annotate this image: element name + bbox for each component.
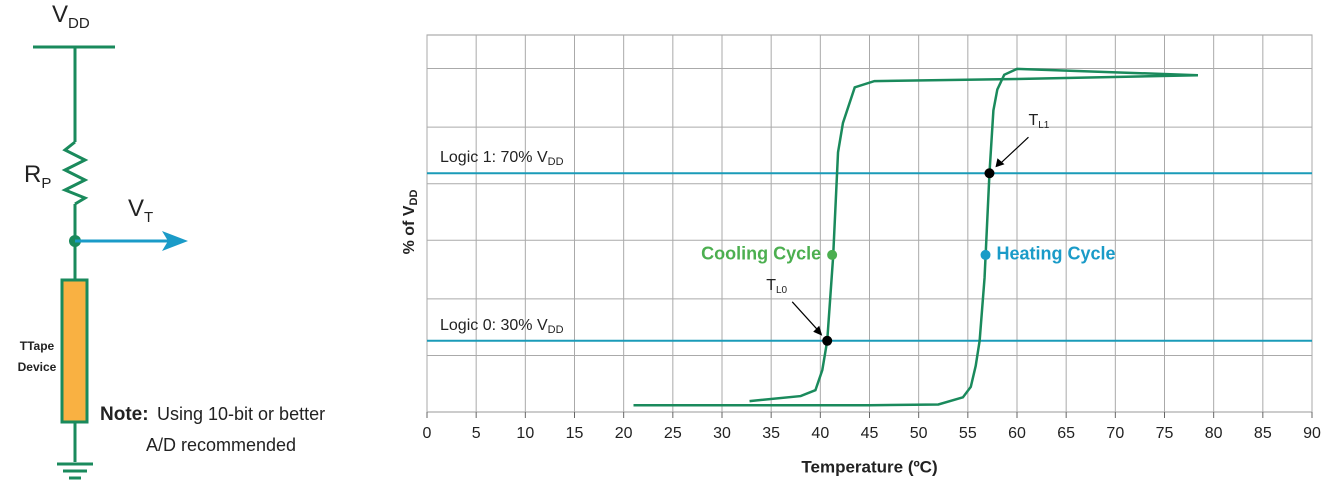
text: T (1028, 112, 1038, 129)
x-tick-label: 35 (762, 425, 780, 442)
label: Logic 1: 70% VDD (440, 149, 564, 168)
subscript: DD (408, 190, 420, 206)
device-label: Device (18, 360, 57, 374)
leader (997, 136, 1029, 167)
x-tick-label: 90 (1303, 425, 1321, 442)
subscript: DD (68, 15, 90, 32)
subscript: T (144, 209, 153, 226)
x-tick-label: 40 (811, 425, 829, 442)
text: V (52, 1, 68, 28)
x-tick-label: 50 (910, 425, 928, 442)
x-tick-label: 85 (1254, 425, 1272, 442)
circuit (33, 45, 115, 480)
label: TL0 (766, 277, 787, 295)
line (633, 67, 1198, 407)
cycle-label: Heating Cycle (997, 244, 1116, 264)
x-tick-label: 45 (861, 425, 879, 442)
device (60, 278, 89, 424)
text: Logic 0: 30% V (440, 317, 548, 334)
note-text: Using 10-bit or better (157, 404, 325, 424)
label-dot (980, 249, 991, 260)
output-label: VT (128, 195, 153, 226)
leader-head (813, 325, 823, 336)
x-tick-label: 25 (664, 425, 682, 442)
x-tick-label: 15 (566, 425, 584, 442)
note-label: Note: (100, 404, 149, 425)
x-tick-label: 30 (713, 425, 731, 442)
subscript: L1 (1038, 120, 1050, 131)
x-tick-label: 60 (1008, 425, 1026, 442)
subscript: DD (548, 156, 564, 168)
x-tick-label: 70 (1106, 425, 1124, 442)
resistor-label: RP (24, 161, 51, 192)
x-tick-label: 55 (959, 425, 977, 442)
leader-head (995, 158, 1005, 168)
arrow-head (162, 231, 188, 251)
label: Logic 0: 30% VDD (440, 317, 564, 336)
text: % of V (401, 205, 418, 254)
line (749, 73, 1198, 403)
x-tick-label: 65 (1057, 425, 1075, 442)
x-tick-label: 80 (1205, 425, 1223, 442)
label: TL1 (1028, 112, 1049, 130)
point (822, 335, 833, 346)
supply-label: VDD (52, 1, 90, 32)
text: Logic 1: 70% V (440, 149, 548, 166)
subscript: P (41, 175, 51, 192)
subscript: L0 (776, 284, 788, 295)
x-tick-label: 75 (1156, 425, 1174, 442)
text: T (766, 277, 776, 294)
device-label: TTape (20, 339, 55, 353)
resistor (61, 140, 89, 206)
text: V (128, 195, 144, 222)
x-tick-label: 10 (516, 425, 534, 442)
note-text: A/D recommended (146, 435, 296, 455)
text: R (24, 161, 41, 188)
x-tick-label: 5 (472, 425, 481, 442)
x-axis-label: Temperature (ºC) (801, 457, 937, 476)
label-dot (827, 249, 838, 260)
x-tick-label: 20 (615, 425, 633, 442)
cycle-label: Cooling Cycle (701, 244, 821, 264)
subscript: DD (548, 324, 564, 336)
label: % of VDD (401, 190, 420, 255)
leader (791, 301, 822, 335)
point (984, 168, 995, 179)
x-tick-label: 0 (423, 425, 432, 442)
